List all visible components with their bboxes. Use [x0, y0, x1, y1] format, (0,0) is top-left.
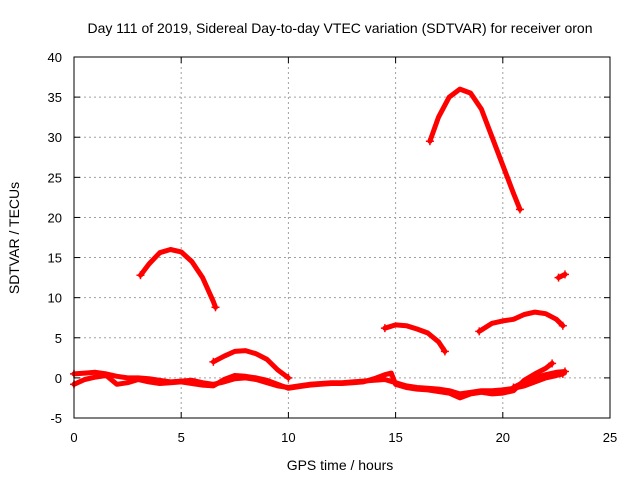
data-point-marker — [515, 205, 524, 214]
series-arc-peak-early — [138, 247, 218, 310]
data-point-marker — [558, 321, 567, 330]
data-point-marker — [209, 357, 218, 366]
series-arc-mid-late — [476, 309, 566, 334]
data-point-marker — [440, 347, 449, 356]
data-point-marker — [284, 373, 293, 382]
x-tick-label: 0 — [70, 430, 77, 445]
y-tick-label: 25 — [48, 170, 62, 185]
y-tick-label: 35 — [48, 90, 62, 105]
x-tick-label: 25 — [603, 430, 617, 445]
x-tick-label: 20 — [496, 430, 510, 445]
y-tick-label: 20 — [48, 210, 62, 225]
y-tick-label: 0 — [55, 371, 62, 386]
data-point-marker — [554, 273, 563, 282]
x-tick-label: 15 — [388, 430, 402, 445]
y-tick-label: 15 — [48, 251, 62, 266]
plot-frame — [73, 56, 611, 419]
data-point-marker — [560, 367, 569, 376]
series-arc-baseline-2 — [71, 360, 555, 401]
y-tick-label: -5 — [50, 411, 62, 426]
x-tick-label: 5 — [178, 430, 185, 445]
y-tick-label: 30 — [48, 130, 62, 145]
y-axis-label: SDTVAR / TECUs — [6, 182, 22, 294]
y-tick-label: 40 — [48, 50, 62, 65]
y-tick-label: 10 — [48, 291, 62, 306]
series-arc-peak-late — [427, 86, 523, 212]
x-axis-label: GPS time / hours — [287, 457, 394, 473]
data-point-marker — [380, 324, 389, 333]
series-arc-mid-early — [210, 348, 291, 381]
chart-title: Day 111 of 2019, Sidereal Day-to-day VTE… — [88, 20, 593, 36]
series-arc-mid-afternoon — [382, 322, 448, 354]
data-series — [70, 86, 569, 401]
data-point-marker — [548, 359, 557, 368]
data-point-marker — [560, 270, 569, 279]
y-tick-label: 5 — [55, 331, 62, 346]
data-point-marker — [509, 383, 518, 392]
data-point-marker — [475, 327, 484, 336]
gridlines — [74, 57, 610, 418]
data-point-marker — [136, 271, 145, 280]
x-tick-label: 10 — [281, 430, 295, 445]
data-point-marker — [211, 303, 220, 312]
series-arc-baseline-3 — [511, 369, 568, 390]
axis-ticks: 0 5 10 15 20 25 -5 0 5 10 15 20 25 30 35 40 — [48, 50, 618, 445]
data-point-marker — [425, 137, 434, 146]
